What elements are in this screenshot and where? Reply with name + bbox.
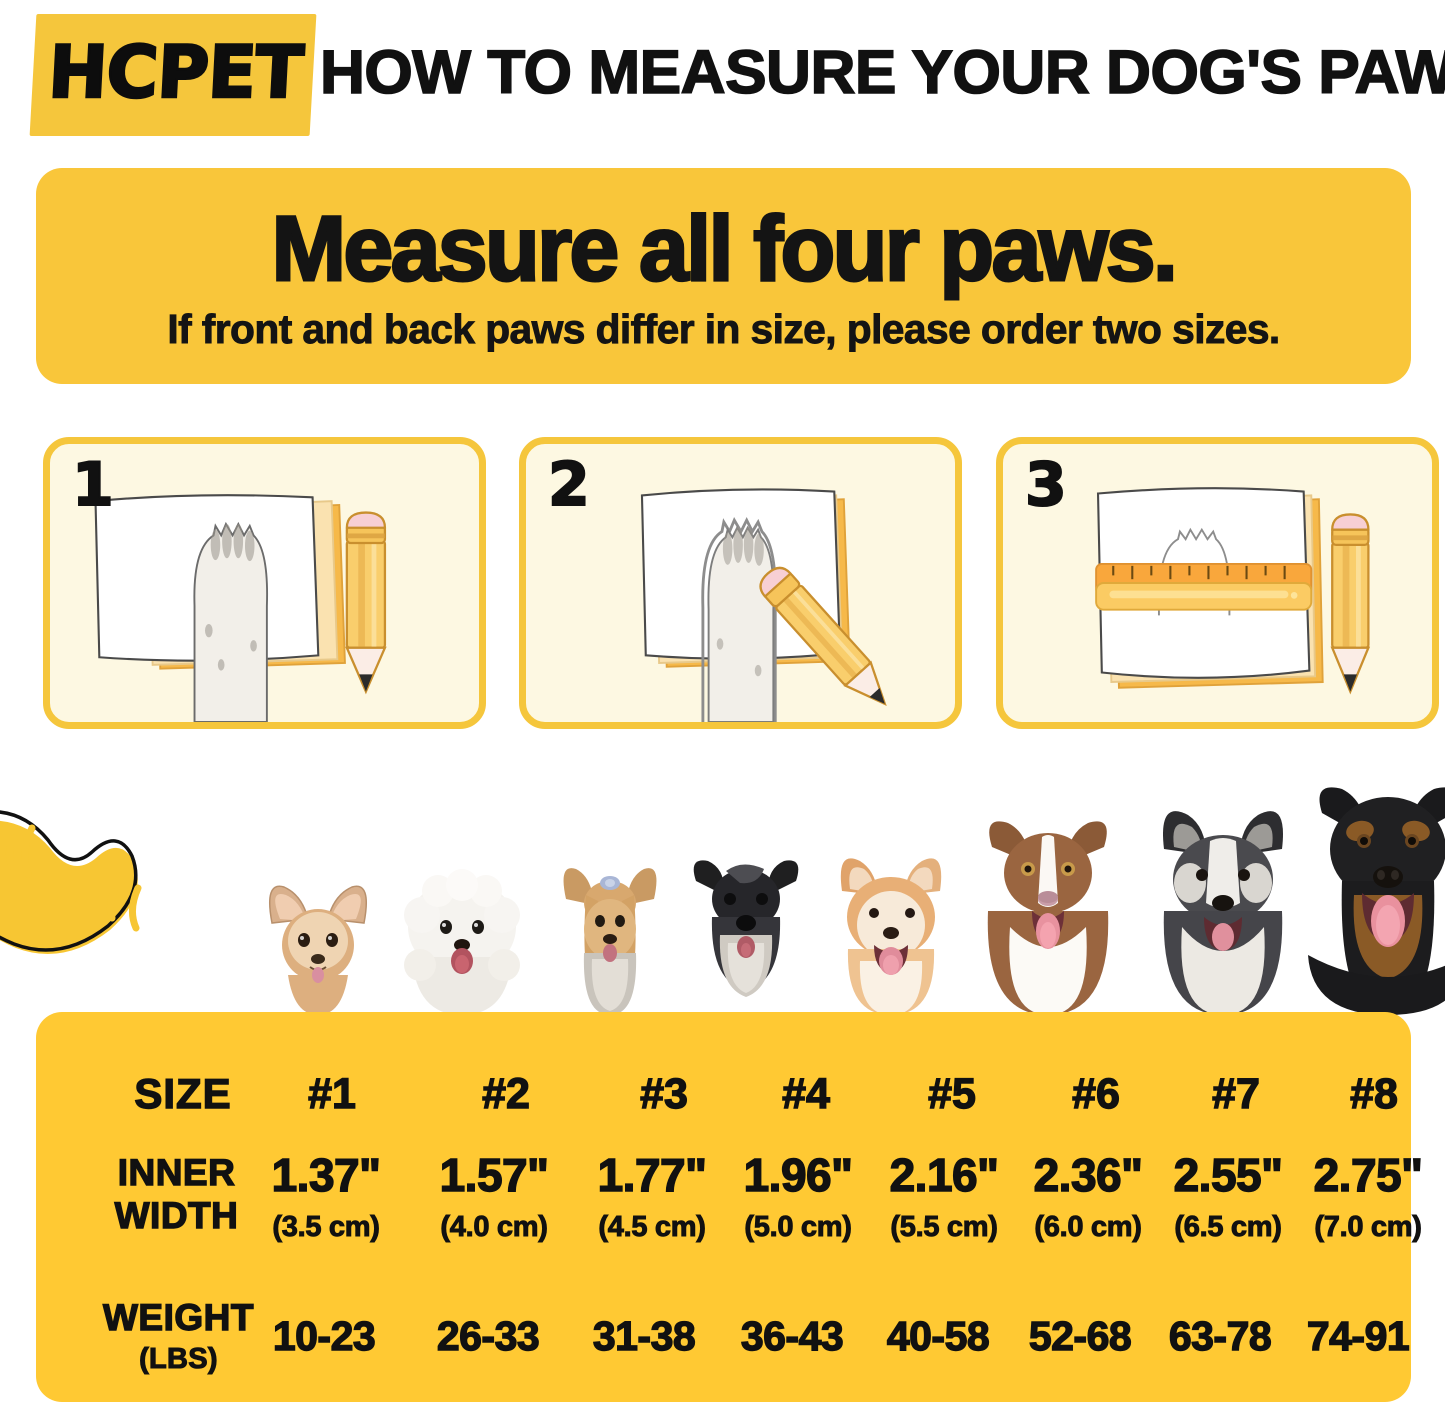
size-cell-8: #8: [1349, 1069, 1398, 1118]
dog-breed-strip: [0, 760, 1445, 1015]
table-row-inner-width: INNER WIDTH 1.37" (3.5 cm) 1.57" (4.0 cm…: [36, 1147, 1424, 1267]
row-label-weight-unit: (LBS): [139, 1342, 219, 1375]
size-cell-2: #2: [481, 1069, 530, 1118]
weight-cell-8: 74-91: [1306, 1312, 1410, 1359]
step-card-1: 1: [43, 437, 486, 729]
weight-cell-7: 63-78: [1168, 1312, 1272, 1359]
step-card-2: 2: [519, 437, 962, 729]
dog-schnauzer: [693, 860, 799, 997]
size-chart-table: SIZE #1 #2 #3 #4 #5 #6 #7 #8 INNER WIDTH…: [36, 1012, 1424, 1402]
table-row-weight: WEIGHT (LBS) 10-23 26-33 31-38 36-43 40-…: [36, 1294, 1411, 1386]
inner-width-in-7: 2.55": [1173, 1148, 1284, 1202]
table-row-size: SIZE #1 #2 #3 #4 #5 #6 #7 #8: [36, 1064, 1411, 1124]
weight-cell-3: 31-38: [592, 1312, 696, 1359]
yellow-blob-decoration: [0, 810, 142, 954]
weight-cell-2: 26-33: [436, 1312, 540, 1359]
inner-width-cm-2: (4.0 cm): [440, 1211, 549, 1244]
row-label-width: WIDTH: [114, 1194, 239, 1236]
brand-logo-text: HCPET: [45, 29, 306, 115]
dog-chihuahua: [269, 885, 367, 1015]
weight-cell-5: 40-58: [886, 1312, 990, 1359]
step-number-2: 2: [547, 449, 591, 521]
inner-width-in-4: 1.96": [743, 1148, 854, 1202]
inner-width-cm-6: (6.0 cm): [1034, 1211, 1143, 1244]
paw-on-paper-illustration: [94, 494, 387, 722]
size-cell-7: #7: [1211, 1069, 1260, 1118]
step-number-3: 3: [1024, 449, 1068, 521]
step-card-3: 3: [996, 437, 1439, 729]
weight-cell-6: 52-68: [1028, 1312, 1132, 1359]
dog-portraits: [258, 760, 1445, 1015]
header: HCPET HOW TO MEASURE YOUR DOG'S PAWS: [0, 0, 1445, 150]
dog-australian-shepherd: [987, 821, 1109, 1015]
steps-section: 1: [0, 437, 1445, 729]
banner-subtitle: If front and back paws differ in size, p…: [167, 306, 1281, 353]
tracing-paw-illustration: [640, 488, 887, 722]
inner-width-in-1: 1.37": [271, 1148, 382, 1202]
dog-rottweiler: [1308, 787, 1445, 1015]
inner-width-cm-5: (5.5 cm): [890, 1211, 999, 1244]
size-cell-3: #3: [639, 1069, 688, 1118]
inner-width-in-6: 2.36": [1033, 1148, 1144, 1202]
step-number-1: 1: [71, 449, 115, 521]
dog-yorkshire-terrier: [563, 868, 657, 1015]
dog-shiba-inu: [840, 858, 942, 1015]
inner-width-in-8: 2.75": [1313, 1148, 1424, 1202]
inner-width-in-5: 2.16": [889, 1148, 1000, 1202]
inner-width-cm-3: (4.5 cm): [598, 1211, 707, 1244]
size-cell-1: #1: [307, 1069, 356, 1118]
row-label-inner: INNER: [117, 1151, 236, 1193]
row-label-inner-width: INNER WIDTH: [74, 1151, 279, 1237]
dog-bichon-frise: [404, 869, 520, 1015]
inner-width-in-3: 1.77": [597, 1148, 708, 1202]
banner-title: Measure all four paws.: [270, 197, 1179, 302]
size-cell-5: #5: [927, 1069, 976, 1118]
weight-cell-4: 36-43: [740, 1312, 844, 1359]
weight-cell-1: 10-23: [272, 1312, 376, 1359]
measure-with-ruler-illustration: [1095, 487, 1371, 695]
inner-width-cm-7: (6.5 cm): [1174, 1211, 1283, 1244]
inner-width-cm-4: (5.0 cm): [744, 1211, 853, 1244]
inner-width-in-2: 1.57": [439, 1148, 550, 1202]
measure-banner: Measure all four paws. If front and back…: [36, 168, 1411, 384]
inner-width-cm-8: (7.0 cm): [1314, 1211, 1423, 1244]
size-cell-4: #4: [781, 1069, 830, 1118]
row-label-weight: WEIGHT: [102, 1296, 254, 1338]
size-cell-6: #6: [1071, 1069, 1120, 1118]
inner-width-cm-1: (3.5 cm): [272, 1211, 381, 1244]
row-label-size: SIZE: [134, 1069, 232, 1117]
page-title: HOW TO MEASURE YOUR DOG'S PAWS: [319, 37, 1445, 107]
dog-alaskan-malamute: [1163, 811, 1283, 1015]
